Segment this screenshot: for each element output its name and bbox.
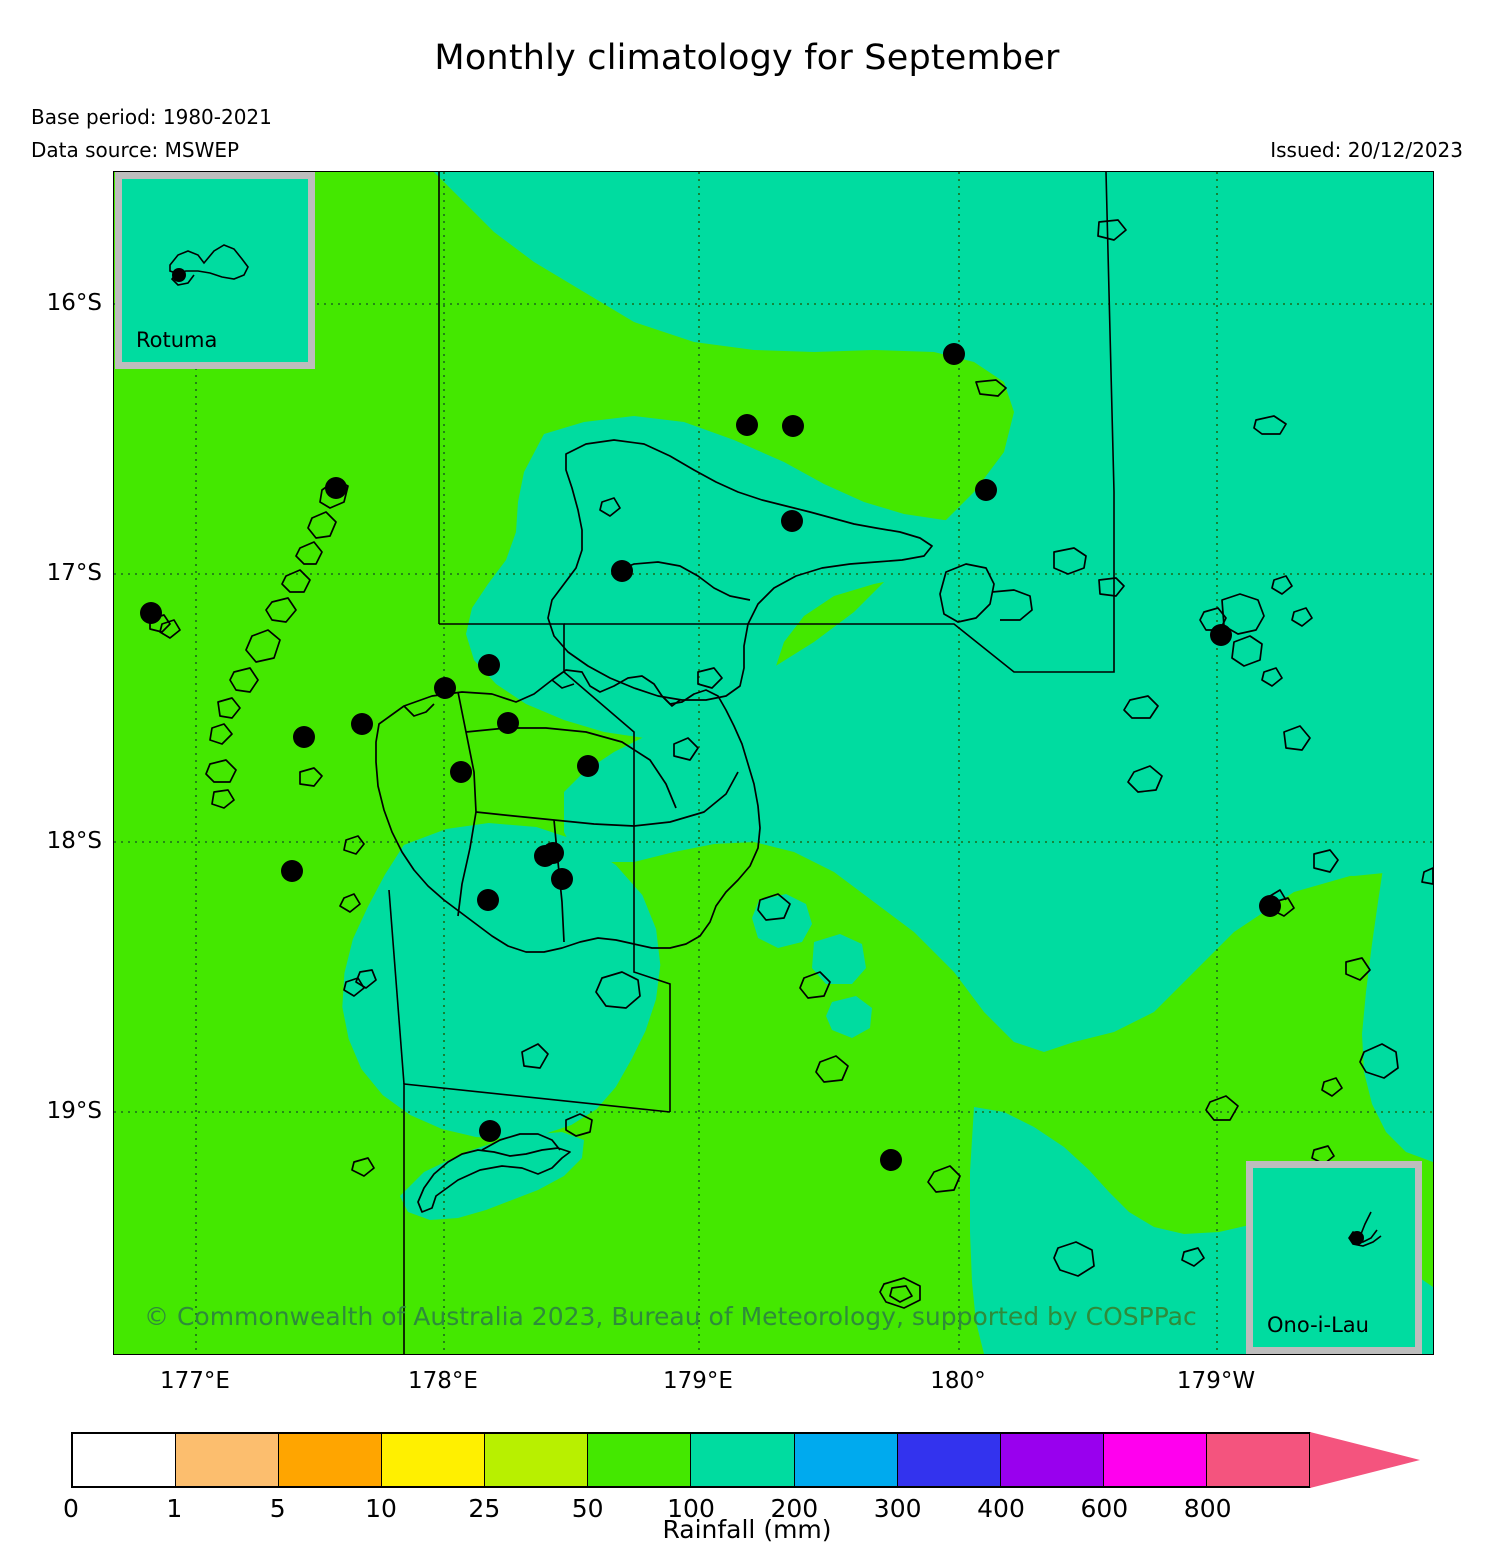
colorbar-bin-100 [691, 1434, 795, 1486]
inset-map-rotuma[interactable]: Rotuma [115, 172, 315, 369]
colorbar-bin-600 [1103, 1434, 1207, 1486]
lat-tick-label-17s: 17°S [46, 560, 102, 586]
colorbar-tick-300: 300 [873, 1494, 922, 1523]
colorbar-tick-5: 5 [269, 1494, 286, 1523]
lon-tick-label-180: 180° [930, 1368, 986, 1394]
colorbar: 0 1 5 10 25 50 100 200 300 400 600 800 [63, 1430, 1426, 1523]
colorbar-bin-200 [794, 1434, 898, 1486]
colorbar-bin-400 [1000, 1434, 1104, 1486]
lat-tick-label-16s: 16°S [46, 290, 102, 316]
colorbar-tick-600: 600 [1080, 1494, 1129, 1523]
colorbar-axis-label: Rainfall (mm) [662, 1515, 832, 1544]
lon-tick-label-179e: 179°E [663, 1368, 733, 1394]
lon-tick-label-177e: 177°E [160, 1368, 230, 1394]
colorbar-bin-0 [73, 1434, 177, 1486]
colorbar-tick-25: 25 [468, 1494, 501, 1523]
station-marker-ono-i-lau [1350, 1231, 1364, 1245]
colorbar-bins [71, 1432, 1311, 1488]
station-marker-rotuma [172, 268, 186, 282]
inset-label-ono-i-lau: Ono-i-Lau [1267, 1313, 1369, 1337]
inset-ono-canvas: Ono-i-Lau [1253, 1168, 1415, 1347]
colorbar-bin-25 [485, 1434, 589, 1486]
map-copyright: © Commonwealth of Australia 2023, Bureau… [144, 1302, 1197, 1331]
colorbar-tick-10: 10 [365, 1494, 397, 1523]
lat-tick-label-19s: 19°S [46, 1098, 102, 1124]
lon-tick-label-178e: 178°E [408, 1368, 478, 1394]
colorbar-bin-1 [176, 1434, 280, 1486]
colorbar-tick-400: 400 [977, 1494, 1025, 1523]
colorbar-tick-100: 100 [667, 1494, 715, 1523]
base-period-text: Base period: 1980-2021 [31, 105, 272, 129]
data-source-text: Data source: MSWEP [31, 138, 240, 162]
colorbar-tick-1: 1 [166, 1494, 183, 1523]
issued-date-text: Issued: 20/12/2023 [1270, 138, 1463, 162]
colorbar-tick-800: 800 [1183, 1494, 1232, 1523]
colorbar-tick-50: 50 [571, 1494, 604, 1523]
colorbar-tick-0: 0 [63, 1494, 79, 1523]
colorbar-extend-arrow [1310, 1432, 1420, 1488]
colorbar-bin-10 [382, 1434, 486, 1486]
page-title: Monthly climatology for September [434, 38, 1060, 78]
colorbar-bin-5 [279, 1434, 383, 1486]
colorbar-bin-50 [588, 1434, 692, 1486]
inset-label-rotuma: Rotuma [136, 328, 218, 352]
colorbar-tick-200: 200 [770, 1494, 819, 1523]
inset-rotuma-canvas: Rotuma [122, 179, 308, 362]
colorbar-bin-300 [897, 1434, 1001, 1486]
lat-tick-label-18s: 18°S [46, 828, 102, 854]
lon-tick-label-179w: 179°W [1176, 1368, 1256, 1394]
inset-map-ono-i-lau[interactable]: Ono-i-Lau [1246, 1161, 1422, 1354]
colorbar-bin-800 [1206, 1434, 1309, 1486]
station-markers [140, 343, 1281, 1171]
climatology-map[interactable]: © Commonwealth of Australia 2023, Bureau… [113, 171, 1434, 1355]
